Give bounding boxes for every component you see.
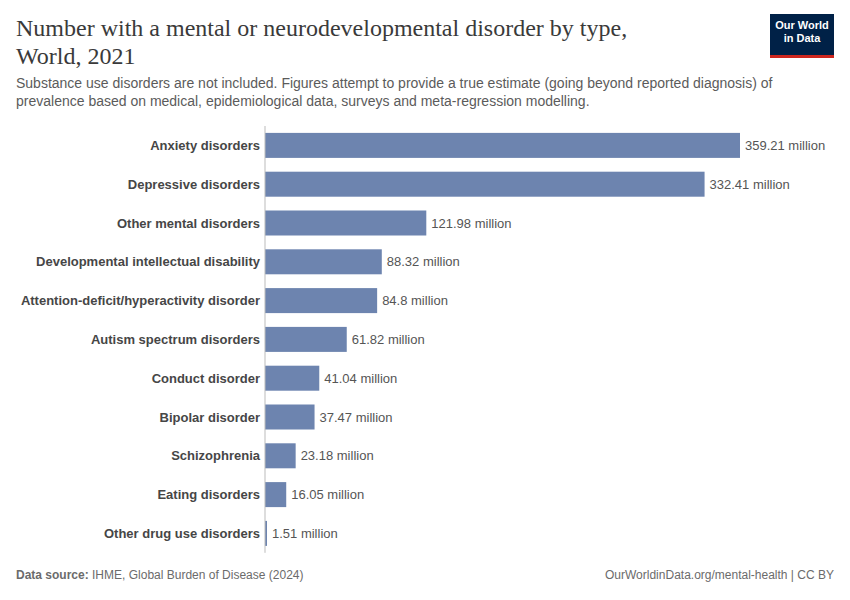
data-label: 84.8 million bbox=[382, 293, 448, 308]
category-label: Bipolar disorder bbox=[160, 410, 260, 425]
subtitle: Substance use disorders are not included… bbox=[16, 74, 836, 110]
bar bbox=[265, 133, 740, 158]
category-label: Attention-deficit/hyperactivity disorder bbox=[21, 293, 260, 308]
bar bbox=[265, 211, 426, 236]
category-label: Autism spectrum disorders bbox=[91, 332, 260, 347]
bar bbox=[265, 482, 286, 507]
data-label: 16.05 million bbox=[291, 487, 364, 502]
data-label: 332.41 million bbox=[710, 177, 790, 192]
bars bbox=[265, 133, 740, 546]
category-label: Depressive disorders bbox=[128, 177, 260, 192]
title: Number with a mental or neurodevelopment… bbox=[16, 14, 676, 70]
bar bbox=[265, 443, 296, 468]
bar bbox=[265, 288, 377, 313]
logo: Our Worldin Data bbox=[770, 14, 834, 58]
category-label: Eating disorders bbox=[157, 487, 260, 502]
data-label: 1.51 million bbox=[272, 526, 338, 541]
data-label: 359.21 million bbox=[745, 138, 825, 153]
bar bbox=[265, 366, 319, 391]
data-label: 23.18 million bbox=[301, 448, 374, 463]
category-label: Anxiety disorders bbox=[150, 138, 260, 153]
data-label: 41.04 million bbox=[324, 371, 397, 386]
data-label: 121.98 million bbox=[431, 216, 511, 231]
bar bbox=[265, 249, 382, 274]
labels: Anxiety disorders 359.21 million Depressiv… bbox=[21, 138, 825, 541]
source: Data source: IHME, Global Burden of Dise… bbox=[16, 568, 303, 582]
data-label: 61.82 million bbox=[352, 332, 425, 347]
source-label: Data source: bbox=[16, 568, 89, 582]
bar bbox=[265, 405, 315, 430]
source-text: IHME, Global Burden of Disease (2024) bbox=[89, 568, 304, 582]
category-label: Other drug use disorders bbox=[104, 526, 260, 541]
category-label: Conduct disorder bbox=[152, 371, 260, 386]
logo-line: in Data bbox=[770, 32, 834, 45]
bar bbox=[265, 327, 347, 352]
bar bbox=[265, 172, 705, 197]
category-label: Developmental intellectual disability bbox=[36, 254, 261, 269]
url: OurWorldinData.org/mental-health | CC BY bbox=[605, 568, 834, 582]
logo-line: Our World bbox=[770, 19, 834, 32]
category-label: Other mental disorders bbox=[117, 216, 260, 231]
category-label: Schizophrenia bbox=[171, 448, 261, 463]
baseline bbox=[265, 126, 266, 553]
chart: Anxiety disorders 359.21 million Depressiv… bbox=[0, 0, 850, 600]
data-label: 37.47 million bbox=[320, 410, 393, 425]
data-label: 88.32 million bbox=[387, 254, 460, 269]
